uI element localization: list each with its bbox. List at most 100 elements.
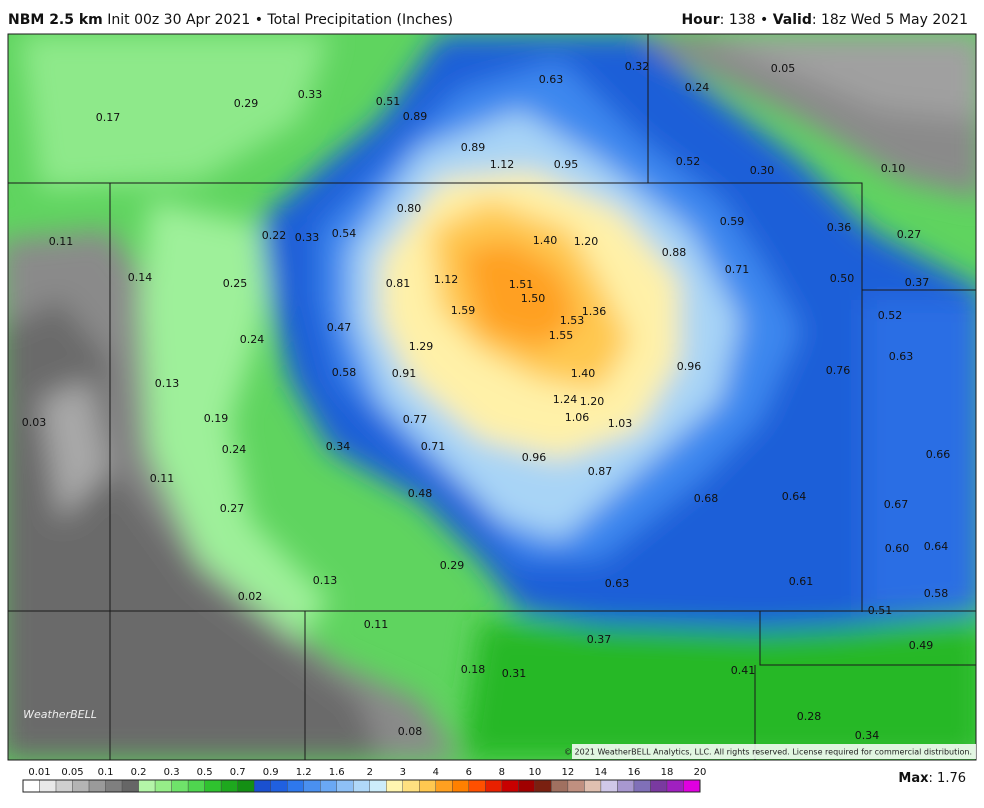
legend-swatch <box>253 779 271 793</box>
legend-tick: 14 <box>595 767 608 778</box>
value-label: 0.87 <box>588 465 613 478</box>
value-label: 0.52 <box>676 155 701 168</box>
legend-swatch <box>154 779 172 793</box>
value-label: 0.60 <box>885 542 910 555</box>
value-label: 1.20 <box>580 395 605 408</box>
value-label: 0.18 <box>461 663 486 676</box>
legend-swatch <box>518 779 536 793</box>
value-label: 0.29 <box>234 97 259 110</box>
value-label: 0.51 <box>868 604 893 617</box>
value-label: 0.63 <box>889 350 914 363</box>
value-label: 0.47 <box>327 321 352 334</box>
value-label: 0.37 <box>905 276 930 289</box>
value-label: 1.20 <box>574 235 599 248</box>
legend-tick: 0.05 <box>61 767 83 778</box>
legend-swatch <box>187 779 205 793</box>
value-label: 0.63 <box>605 577 630 590</box>
legend-tick: 0.01 <box>28 767 50 778</box>
legend-swatch <box>121 779 139 793</box>
legend-swatch <box>105 779 123 793</box>
legend-swatch <box>468 779 486 793</box>
value-label: 0.51 <box>376 95 401 108</box>
value-label: 0.36 <box>827 221 852 234</box>
legend-tick: 0.5 <box>197 767 213 778</box>
hour: : 138 • <box>719 12 769 28</box>
value-label: 0.02 <box>238 590 263 603</box>
legend-swatch <box>39 779 57 793</box>
value-label: 0.66 <box>926 448 951 461</box>
value-label: 0.03 <box>22 416 47 429</box>
value-label: 1.24 <box>553 393 578 406</box>
legend-swatch <box>683 779 701 793</box>
value-label: 0.64 <box>924 540 949 553</box>
value-label: 0.52 <box>878 309 903 322</box>
legend-tick: 10 <box>529 767 542 778</box>
value-label: 1.12 <box>490 158 515 171</box>
legend-swatch <box>336 779 354 793</box>
legend-swatch <box>320 779 337 793</box>
value-labels: 0.170.290.330.510.890.630.32 0.050.240.89… <box>22 60 951 742</box>
legend-swatch <box>55 779 73 793</box>
legend-swatch <box>386 779 403 793</box>
legend-tick: 1.6 <box>329 767 345 778</box>
legend-tick: 20 <box>694 767 707 778</box>
legend-swatch <box>584 779 602 793</box>
state-borders <box>7 33 977 761</box>
value-label: 0.33 <box>298 88 323 101</box>
value-label: 0.68 <box>694 492 719 505</box>
valid-label: Valid <box>772 12 812 28</box>
value-label: 0.63 <box>539 73 564 86</box>
max: Max: 1.76 <box>898 771 966 786</box>
legend-tick: 18 <box>661 767 674 778</box>
value-label: 0.71 <box>725 263 750 276</box>
value-label: 0.71 <box>421 440 446 453</box>
value-label: 0.13 <box>313 574 338 587</box>
value-label: 0.58 <box>332 366 357 379</box>
value-label: 0.24 <box>685 81 710 94</box>
legend-swatch <box>171 779 189 793</box>
value-label: 0.89 <box>403 110 428 123</box>
value-label: 1.51 <box>509 278 534 291</box>
value-label: 0.81 <box>386 277 411 290</box>
legend-swatch <box>452 779 470 793</box>
legend-swatch <box>270 779 288 793</box>
legend-swatch <box>72 779 90 793</box>
value-label: 0.32 <box>625 60 650 73</box>
value-label: 0.59 <box>720 215 745 228</box>
value-label: 0.31 <box>502 667 527 680</box>
legend-swatch <box>138 779 156 793</box>
legend-swatch <box>534 779 552 793</box>
value-label: 0.28 <box>797 710 822 723</box>
value-label: 1.59 <box>451 304 476 317</box>
legend-swatch <box>303 779 321 793</box>
value-label: 0.61 <box>789 575 814 588</box>
value-label: 1.12 <box>434 273 459 286</box>
value-label: 1.40 <box>571 367 596 380</box>
max-value: : 1.76 <box>928 771 966 786</box>
value-label: 0.29 <box>440 559 465 572</box>
value-label: 0.27 <box>220 502 245 515</box>
value-label: 1.29 <box>409 340 434 353</box>
legend-swatch <box>237 779 255 793</box>
value-label: 0.17 <box>96 111 121 124</box>
value-label: 0.54 <box>332 227 357 240</box>
legend-tick: 6 <box>466 767 472 778</box>
legend-swatch <box>501 779 519 793</box>
value-label: 0.48 <box>408 487 433 500</box>
value-label: 0.08 <box>398 725 423 738</box>
value-label: 0.24 <box>240 333 265 346</box>
legend-swatch <box>435 779 453 793</box>
legend: 0.01 0.05 0.1 0.2 0.3 0.5 0.7 0.9 1.2 1.6 2 3 4 6 8 10 1… <box>22 767 707 793</box>
legend-tick: 0.7 <box>230 767 246 778</box>
legend-tick: 1.2 <box>296 767 312 778</box>
header-right: Hour: 138 • Valid: 18z Wed 5 May 2021 <box>681 12 968 28</box>
logo: WeatherBELL <box>23 708 97 721</box>
value-label: 0.34 <box>326 440 351 453</box>
value-label: 0.30 <box>750 164 775 177</box>
value-label: 0.96 <box>677 360 702 373</box>
value-label: 0.14 <box>128 271 153 284</box>
legend-swatch <box>650 779 668 793</box>
legend-tick: 0.9 <box>263 767 279 778</box>
legend-tick: 0.2 <box>131 767 147 778</box>
value-label: 0.34 <box>855 729 880 742</box>
